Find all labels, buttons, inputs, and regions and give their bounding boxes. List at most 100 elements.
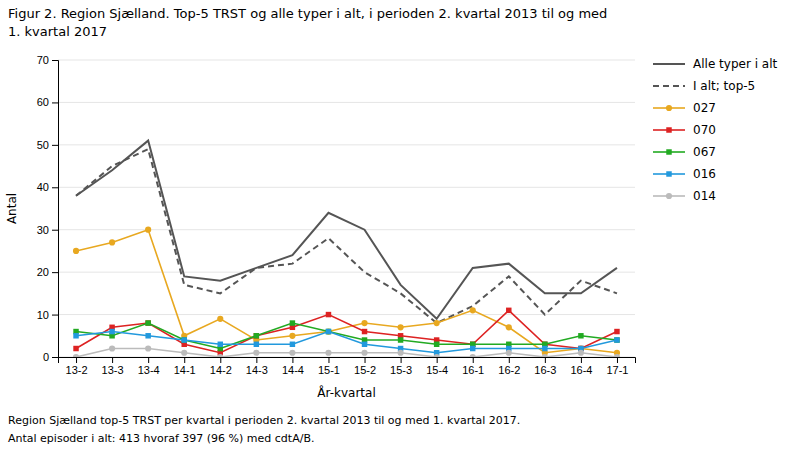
legend: Alle typer i altI alt; top-5027070067016…: [653, 57, 777, 203]
grid: [58, 60, 635, 357]
tick-mark: [112, 357, 113, 363]
legend-item: 014: [653, 189, 716, 203]
tick-mark: [52, 60, 58, 61]
point: [361, 350, 367, 356]
tick: 13-2: [66, 357, 88, 376]
point: [109, 239, 115, 245]
tick-mark: [365, 357, 366, 363]
plot: 13-213-313-414-114-214-314-415-115-215-3…: [37, 54, 636, 376]
series: [73, 227, 620, 356]
tick: 16-3: [534, 357, 556, 376]
tick-mark: [220, 357, 221, 363]
tick-label: 10: [37, 309, 49, 321]
x-axis: 13-213-313-414-114-214-314-415-115-215-3…: [59, 357, 636, 376]
tick-mark: [76, 357, 77, 363]
y-axis: 010203040506070: [37, 54, 59, 363]
y-axis-title: Antal: [5, 193, 19, 224]
tick-label: 15-2: [354, 364, 376, 376]
point: [253, 350, 259, 356]
grid-line: [58, 187, 635, 188]
tick: 50: [37, 139, 58, 151]
grid-line: [58, 272, 635, 273]
footnote: Antal episoder i alt: 413 hvoraf 397 (96…: [8, 432, 314, 445]
legend-item: 027: [653, 101, 716, 115]
point: [325, 328, 331, 334]
point: [145, 227, 151, 233]
line: [76, 310, 617, 352]
series: [73, 320, 619, 351]
legend-item: I alt; top-5: [653, 79, 755, 93]
point: [542, 346, 547, 351]
tick-mark: [52, 102, 58, 103]
tick-label: 70: [37, 54, 49, 66]
tick-mark: [473, 357, 474, 363]
tick: 20: [37, 266, 58, 278]
point: [361, 320, 367, 326]
point: [254, 342, 259, 347]
tick-mark: [328, 357, 329, 363]
point: [506, 350, 512, 356]
x-axis-title: År-kvartal: [317, 385, 375, 400]
tick-mark: [52, 357, 58, 358]
point: [73, 346, 78, 351]
tick: 14-3: [246, 357, 268, 376]
series: [76, 141, 617, 319]
legend-label: Alle typer i alt: [693, 57, 777, 71]
tick-mark: [292, 357, 293, 363]
tick-mark: [256, 357, 257, 363]
line: [76, 323, 617, 348]
point: [542, 354, 548, 357]
tick-label: 15-1: [318, 364, 340, 376]
tick-mark: [401, 357, 402, 363]
tick-label: 15-3: [390, 364, 412, 376]
tick-label: 13-3: [102, 364, 124, 376]
title: Figur 2. Region Sjælland. Top-5 TRST og …: [8, 6, 607, 21]
tick: 14-2: [210, 357, 232, 376]
tick-mark: [52, 272, 58, 273]
legend-label: I alt; top-5: [693, 79, 755, 93]
tick: 70: [37, 54, 58, 66]
point: [73, 248, 79, 254]
line: [76, 230, 617, 353]
tick-mark: [52, 145, 58, 146]
series: [73, 345, 620, 357]
point: [470, 354, 476, 357]
legend-marker: [666, 105, 672, 111]
point: [470, 346, 475, 351]
point: [109, 345, 115, 351]
point: [578, 333, 583, 338]
tick-mark: [148, 357, 149, 363]
tick-label: 40: [37, 181, 49, 193]
point: [506, 308, 511, 313]
line: [76, 141, 617, 319]
tick: 15-3: [390, 357, 412, 376]
point: [290, 320, 295, 325]
tick-label: 14-1: [174, 364, 196, 376]
tick: 16-4: [570, 357, 592, 376]
tick: 17-1: [606, 357, 628, 376]
point: [326, 312, 331, 317]
legend-label: 067: [693, 145, 716, 159]
tick-label: 17-1: [606, 364, 628, 376]
tick-label: 50: [37, 139, 49, 151]
point: [290, 342, 295, 347]
tick-label: 16-4: [570, 364, 592, 376]
legend-swatch: [653, 63, 685, 65]
footnote: Region Sjælland top-5 TRST per kvartal i…: [8, 414, 520, 427]
tick-mark: [617, 357, 618, 363]
tick-mark: [52, 230, 58, 231]
line: [76, 349, 617, 357]
point: [145, 320, 150, 325]
point: [145, 333, 150, 338]
axis-line: [52, 61, 59, 358]
point: [145, 320, 150, 325]
legend-marker: [666, 149, 671, 154]
point: [73, 333, 78, 338]
tick-label: 14-4: [282, 364, 304, 376]
series: [73, 329, 619, 356]
point: [181, 337, 186, 342]
tick-label: 14-2: [210, 364, 232, 376]
tick: 14-4: [282, 357, 304, 376]
point: [506, 324, 512, 330]
tick: 10: [37, 309, 58, 321]
